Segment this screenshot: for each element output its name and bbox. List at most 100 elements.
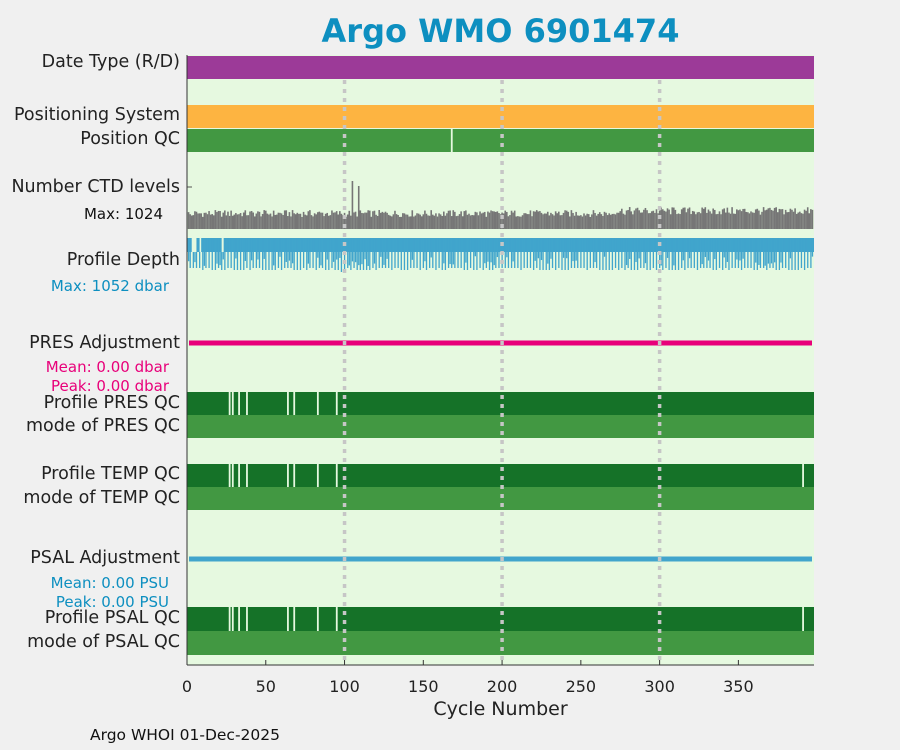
ctd-level-bar (324, 213, 327, 229)
ctd-level-bar (528, 214, 530, 229)
ctd-level-bar (409, 216, 412, 229)
profile-depth-bar (726, 238, 729, 262)
profile-depth-bar (551, 238, 554, 268)
profile-depth-bar (515, 238, 517, 252)
ctd-level-bar (364, 212, 366, 229)
ctd-level-bar (704, 207, 707, 229)
ctd-level-bar (397, 214, 399, 229)
profile-depth-bar (247, 238, 250, 252)
ctd-level-bar (731, 207, 733, 229)
ctd-level-bar (394, 210, 396, 229)
profile-depth-bar (555, 238, 557, 270)
profile-depth-bar (364, 238, 366, 260)
profile-depth-bar (577, 238, 579, 268)
ctd-level-bar (450, 216, 453, 229)
ctd-level-bar (384, 211, 387, 229)
profile-depth-bar (266, 238, 269, 252)
profile-depth-bar (674, 238, 677, 270)
profile-depth-bar (337, 238, 339, 270)
ctd-level-bar (277, 212, 280, 229)
ctd-level-bar (635, 208, 637, 229)
ctd-level-bar (461, 216, 464, 229)
ctd-level-bar (726, 207, 729, 229)
ctd-level-bar (192, 215, 195, 229)
profile-depth-bar (553, 238, 555, 252)
ctd-level-bar (280, 213, 283, 229)
ctd-level-bar (554, 211, 557, 229)
ctd-level-bar (684, 207, 686, 229)
chart-title: Argo WMO 6901474 (321, 12, 680, 50)
profile-depth-bar (613, 238, 615, 252)
ctd-level-bar (762, 207, 765, 229)
profile-depth-bar (550, 238, 552, 259)
profile-depth-bar (744, 238, 746, 268)
profile-depth-bar (608, 238, 610, 270)
ctd-level-bar (225, 215, 228, 229)
ctd-level-bar (781, 209, 784, 229)
ctd-level-bar (625, 210, 628, 229)
ctd-level-bar (754, 209, 757, 229)
profile-depth-bar (192, 238, 195, 268)
profile-depth-bar (362, 238, 365, 270)
profile-depth-bar (603, 238, 606, 257)
ctd-level-bar (736, 209, 738, 229)
ctd-level-bar (504, 210, 507, 229)
profile-depth-bar (506, 238, 508, 258)
ctd-level-bar (442, 211, 445, 229)
profile-depth-bar (632, 238, 634, 252)
ctd-level-bar (572, 212, 574, 229)
ctd-level-bar (721, 209, 724, 229)
ctd-level-bar (460, 211, 462, 229)
profile-depth-bar (399, 238, 401, 252)
profile-depth-bar (457, 238, 459, 268)
profile-depth-bar (380, 238, 382, 257)
profile-depth-bar (761, 238, 763, 252)
profile-depth-bar (630, 238, 632, 270)
profile-depth-bar (774, 238, 776, 263)
profile-depth-bar (684, 238, 686, 270)
ctd-level-bar (691, 210, 694, 229)
ctd-level-bar (463, 211, 466, 229)
profile-depth-bar (525, 238, 527, 252)
ctd-level-bar (302, 211, 305, 229)
ctd-level-bar (469, 215, 472, 229)
profile-depth-bar (246, 238, 248, 268)
profile-depth-bar (347, 238, 349, 268)
row-label-profile-temp-qc: Profile TEMP QC (41, 464, 180, 484)
profile-depth-bar (692, 238, 694, 252)
profile-depth-bar (690, 238, 692, 268)
profile-depth-bar (493, 238, 495, 266)
ctd-level-bar (340, 213, 343, 229)
profile-depth-bar (703, 238, 705, 268)
ctd-level-bar (408, 216, 410, 229)
profile-depth-bar (430, 238, 432, 258)
profile-depth-bar (326, 238, 328, 260)
profile-depth-bar (290, 238, 292, 268)
ctd-level-bar (332, 212, 335, 229)
ctd-level-bar (669, 214, 672, 229)
profile-depth-bar (676, 238, 678, 252)
profile-depth-bar (356, 238, 358, 270)
ctd-level-bar (799, 211, 801, 229)
ctd-level-bar (647, 213, 650, 229)
ctd-level-bar (570, 210, 573, 229)
ctd-level-bar (375, 214, 377, 229)
profile-depth-bar (228, 238, 231, 252)
profile-depth-bar (591, 238, 593, 252)
ctd-level-bar (706, 212, 708, 229)
ctd-level-bar (633, 210, 636, 229)
ctd-level-bar (439, 214, 442, 229)
ctd-level-bar (592, 210, 595, 229)
profile-temp-qc-gap (228, 464, 231, 487)
ctd-level-bar (638, 210, 640, 229)
ctd-level-bar (628, 207, 631, 229)
ctd-level-bar (720, 214, 722, 229)
ctd-level-bar (211, 214, 214, 229)
ctd-level-bar (806, 207, 809, 229)
profile-depth-bar (518, 238, 521, 252)
profile-depth-bar (227, 238, 229, 268)
ctd-level-bar (420, 216, 423, 229)
profile-depth-bar (769, 238, 771, 268)
profile-depth-bar (786, 238, 788, 252)
profile-depth-bar (764, 238, 766, 266)
